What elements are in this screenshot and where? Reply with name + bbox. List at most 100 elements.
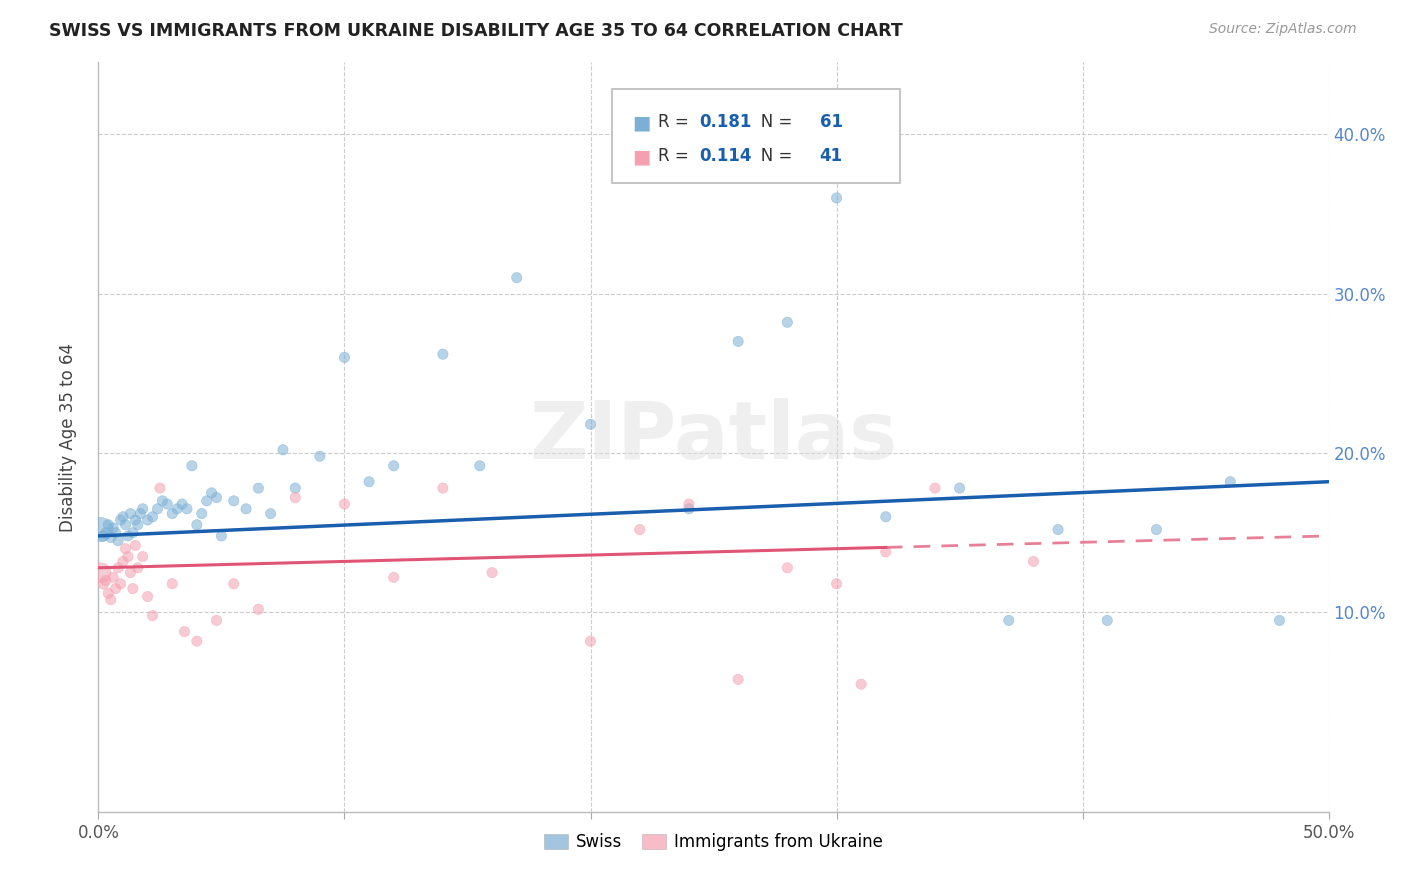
Point xyxy=(1268,614,1291,628)
Point xyxy=(127,517,149,532)
Text: ■: ■ xyxy=(633,113,651,132)
Point xyxy=(120,566,142,580)
Text: N =: N = xyxy=(745,147,797,165)
Point xyxy=(998,614,1021,628)
Text: SWISS VS IMMIGRANTS FROM UKRAINE DISABILITY AGE 35 TO 64 CORRELATION CHART: SWISS VS IMMIGRANTS FROM UKRAINE DISABIL… xyxy=(49,22,903,40)
Point xyxy=(122,525,145,540)
Point xyxy=(93,529,115,543)
Point xyxy=(100,592,122,607)
Legend: Swiss, Immigrants from Ukraine: Swiss, Immigrants from Ukraine xyxy=(536,825,891,860)
Point xyxy=(359,475,381,489)
Point xyxy=(146,501,169,516)
Point xyxy=(110,576,132,591)
Point xyxy=(211,529,233,543)
Point xyxy=(205,614,228,628)
Point xyxy=(825,576,848,591)
Point xyxy=(117,529,139,543)
Point xyxy=(149,481,172,495)
Text: R =: R = xyxy=(658,113,695,131)
Point xyxy=(195,493,218,508)
Point xyxy=(849,677,872,691)
Point xyxy=(481,566,503,580)
Point xyxy=(94,574,117,588)
Text: 0.114: 0.114 xyxy=(699,147,751,165)
Point xyxy=(333,497,356,511)
Point xyxy=(949,481,972,495)
Point xyxy=(166,501,188,516)
Point xyxy=(186,517,208,532)
Point xyxy=(100,531,122,545)
Point xyxy=(103,570,125,584)
Point xyxy=(107,533,129,548)
Point xyxy=(156,497,179,511)
Point xyxy=(382,570,405,584)
Point xyxy=(172,497,194,511)
Text: N =: N = xyxy=(745,113,797,131)
Point xyxy=(1022,554,1045,568)
Point xyxy=(132,501,155,516)
Point xyxy=(222,493,245,508)
Point xyxy=(825,191,848,205)
Point xyxy=(678,501,700,516)
Point xyxy=(112,554,135,568)
Text: R =: R = xyxy=(658,147,695,165)
Point xyxy=(141,608,165,623)
Point xyxy=(129,507,152,521)
Point xyxy=(122,582,145,596)
Point xyxy=(201,486,224,500)
Point xyxy=(875,545,897,559)
Point xyxy=(333,351,356,365)
Point xyxy=(432,481,454,495)
Point xyxy=(284,491,307,505)
Point xyxy=(93,576,115,591)
Point xyxy=(284,481,307,495)
Point xyxy=(112,509,135,524)
Point xyxy=(628,523,651,537)
Point xyxy=(94,525,117,540)
Point xyxy=(776,315,799,329)
Point xyxy=(1097,614,1119,628)
Point xyxy=(162,507,183,521)
Point xyxy=(1046,523,1070,537)
Point xyxy=(173,624,195,639)
Point xyxy=(309,449,332,463)
Point xyxy=(1219,475,1241,489)
Point xyxy=(186,634,208,648)
Point xyxy=(104,582,127,596)
Point xyxy=(176,501,198,516)
Point xyxy=(114,517,136,532)
Point xyxy=(247,602,270,616)
Point xyxy=(124,539,146,553)
Point xyxy=(235,501,257,516)
Point xyxy=(132,549,155,564)
Point xyxy=(104,525,127,540)
Point xyxy=(97,586,120,600)
Point xyxy=(127,561,149,575)
Point xyxy=(432,347,454,361)
Point xyxy=(136,513,159,527)
Point xyxy=(120,507,142,521)
Point xyxy=(180,458,204,473)
Point xyxy=(506,270,529,285)
Point xyxy=(271,442,294,457)
Point xyxy=(124,513,146,527)
Point xyxy=(136,590,159,604)
Point xyxy=(90,523,112,537)
Text: ■: ■ xyxy=(633,147,651,166)
Point xyxy=(776,561,799,575)
Point xyxy=(727,334,749,349)
Point xyxy=(924,481,946,495)
Text: Source: ZipAtlas.com: Source: ZipAtlas.com xyxy=(1209,22,1357,37)
Point xyxy=(90,566,112,580)
Y-axis label: Disability Age 35 to 64: Disability Age 35 to 64 xyxy=(59,343,77,532)
Point xyxy=(260,507,283,521)
Point xyxy=(110,513,132,527)
Point xyxy=(382,458,405,473)
Point xyxy=(678,497,700,511)
Point xyxy=(727,673,749,687)
Point xyxy=(222,576,245,591)
Point xyxy=(247,481,270,495)
Point xyxy=(162,576,183,591)
Text: 41: 41 xyxy=(820,147,842,165)
Text: ZIPatlas: ZIPatlas xyxy=(530,398,897,476)
